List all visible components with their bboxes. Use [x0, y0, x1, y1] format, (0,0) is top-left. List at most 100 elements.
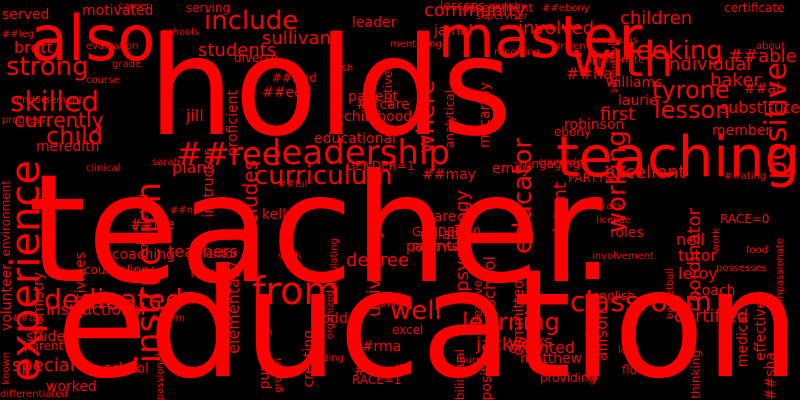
word-87: member [712, 123, 772, 139]
word-110: coach [694, 283, 736, 299]
word-43: certified [674, 306, 749, 327]
word-85: laurie [618, 93, 658, 109]
word-151: lead [618, 345, 640, 356]
word-61: worked [46, 379, 97, 395]
word-32: community [424, 0, 526, 21]
word-143: completed [137, 194, 151, 258]
word-35: individual [664, 54, 752, 75]
word-95: ebony [554, 125, 592, 139]
word-163: differentiated [0, 389, 68, 400]
word-99: reliable [420, 227, 472, 243]
word-158: counselor [538, 157, 587, 168]
word-138: ##leg [2, 29, 35, 40]
word-120: needs [124, 265, 161, 279]
word-81: assessment [462, 1, 534, 15]
word-48: assistant [550, 182, 571, 263]
word-7: leadership [272, 133, 450, 173]
word-135: evaluation [86, 41, 139, 52]
word-79: leader [352, 15, 397, 31]
word-157: work [711, 228, 722, 253]
word-77: served [2, 7, 50, 23]
word-98: care [426, 209, 457, 225]
word-168: ##ating [724, 171, 767, 182]
word-34: children [620, 8, 693, 29]
word-6: with [572, 32, 674, 88]
word-33: involved [518, 18, 595, 39]
word-59: instructional [46, 300, 146, 319]
word-70: pursuing [257, 328, 273, 390]
word-161: growth [273, 358, 284, 393]
word-78: motivated [82, 3, 154, 19]
word-150: fluent [622, 363, 657, 377]
word-62: ##rma [350, 339, 402, 355]
word-18: seeking [622, 36, 723, 66]
word-152: track [598, 201, 624, 212]
word-102: RACE=0 [720, 212, 770, 226]
word-145: such [278, 251, 302, 262]
word-160: organized [325, 290, 336, 340]
word-16: strong [6, 52, 89, 82]
word-37: ##able [728, 46, 797, 67]
word-74: brett [14, 38, 53, 57]
word-126: proficient [225, 90, 241, 157]
word-148: providing [540, 371, 597, 385]
word-139: progress [2, 115, 46, 126]
word-28: tyrone [652, 76, 730, 104]
word-162: passionate [155, 345, 166, 400]
word-149: thinking [689, 350, 703, 399]
word-156: basketball [665, 268, 676, 320]
word-183: supervisor [476, 11, 529, 22]
word-0: teacher [28, 143, 603, 317]
word-177: driven [554, 41, 586, 52]
word-89: ##eed [262, 85, 312, 101]
word-52: kelly [262, 207, 295, 223]
word-80: lessons [440, 0, 485, 13]
word-41: plans [172, 158, 215, 177]
word-63: ##nell [354, 363, 403, 379]
word-86: substitute [719, 98, 800, 117]
word-56: coaching [112, 247, 176, 263]
word-55: leroy [678, 264, 718, 283]
word-179: ##tor [12, 313, 43, 324]
word-57: teachers [168, 242, 238, 261]
word-113: student [26, 329, 80, 345]
word-133: engaging [524, 157, 581, 171]
word-124: ##sha [763, 351, 779, 400]
word-169: murray [456, 355, 493, 366]
word-42: excellent [604, 162, 686, 183]
word-29: includes [238, 160, 262, 243]
word-1: education [55, 238, 800, 400]
word-94: mccarthy [477, 82, 493, 149]
word-97: ##ine [130, 217, 175, 233]
word-170: about [756, 41, 785, 52]
word-69: elementary [224, 262, 243, 354]
word-127: instructor [201, 150, 217, 218]
word-3: also [30, 2, 156, 75]
word-12: curriculum [254, 161, 393, 191]
word-13: dedicated [44, 283, 184, 316]
word-64: matthew [520, 351, 583, 367]
word-159: reading [306, 353, 344, 364]
word-58: focus [190, 265, 228, 281]
word-119: environment [0, 180, 13, 257]
word-128: diverse [234, 51, 279, 65]
word-14: classroom [570, 285, 712, 318]
word-101: PARTY=0 [412, 241, 467, 255]
word-121: position [479, 344, 495, 400]
word-167: ##ne [170, 205, 200, 216]
word-4: master [438, 3, 643, 71]
word-104: GENDER=1 [346, 159, 415, 173]
word-175: ##ebony [542, 3, 590, 14]
word-22: educator [508, 138, 538, 254]
word-131: actively [381, 60, 395, 107]
word-176: cash [330, 63, 354, 74]
word-24: positive [759, 62, 794, 180]
word-15: skilled [10, 85, 100, 118]
word-90: ##care [356, 97, 410, 113]
word-116: chemistry [31, 272, 47, 342]
word-66: oriented [508, 338, 576, 357]
word-54: tutor [678, 246, 718, 265]
word-31: sullivan [262, 28, 331, 49]
word-165: ##kim [150, 313, 186, 324]
word-146: family [374, 299, 405, 310]
